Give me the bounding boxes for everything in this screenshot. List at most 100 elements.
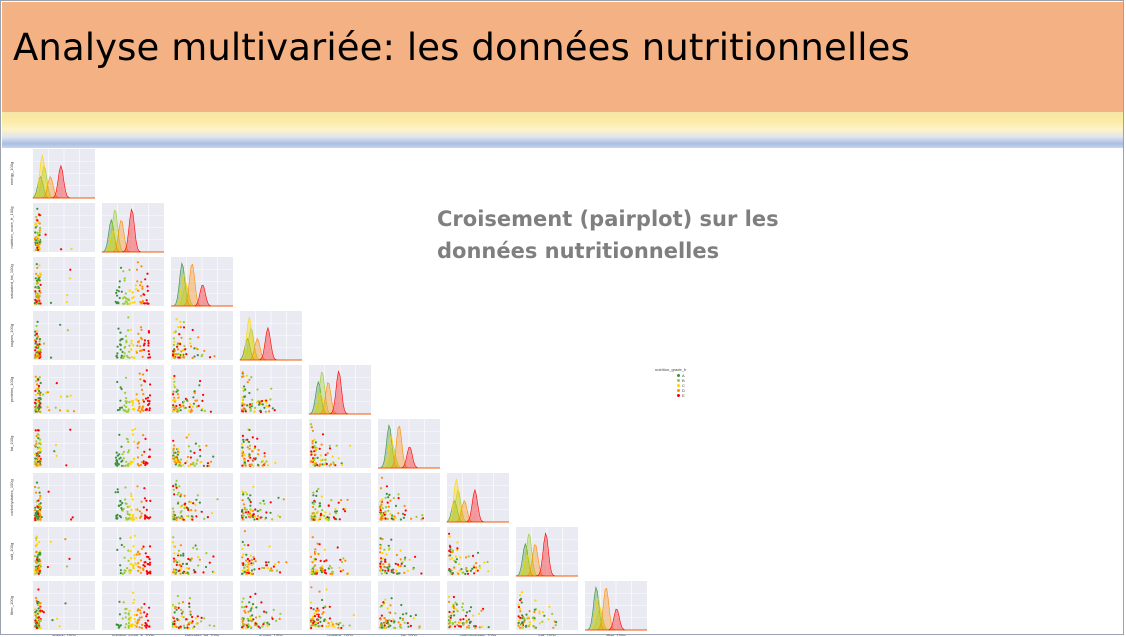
scatter-point: [379, 623, 382, 626]
scatter-point: [140, 281, 143, 284]
scatter-point: [181, 601, 185, 604]
scatter-point: [122, 457, 125, 460]
scatter-point: [387, 505, 390, 508]
scatter-point: [249, 407, 252, 410]
slide-subtitle[interactable]: Croisement (pairplot) sur les données nu…: [437, 207, 779, 263]
scatter-point: [176, 552, 179, 555]
scatter-point: [242, 553, 245, 556]
scatter-point: [397, 512, 400, 515]
scatter-point: [131, 301, 134, 304]
scatter-point: [34, 429, 37, 432]
kde-curve-e: [171, 284, 233, 307]
scatter-point: [243, 543, 246, 547]
scatter-point: [311, 442, 314, 445]
scatter-point: [187, 508, 190, 512]
scatter-point: [471, 567, 474, 570]
scatter-point: [397, 493, 400, 496]
panel-fat_100g-vs-energy_100g: [33, 419, 95, 468]
scatter-point: [250, 564, 253, 567]
scatter-point: [310, 518, 313, 521]
scatter-point: [394, 562, 397, 565]
scatter-point: [193, 391, 196, 395]
scatter-point: [404, 509, 407, 512]
scatter-point: [142, 506, 145, 509]
scatter-point: [383, 622, 386, 625]
scatter-point: [174, 451, 177, 454]
scatter-point: [310, 460, 313, 463]
scatter-point: [277, 496, 280, 499]
scatter-point: [325, 588, 328, 591]
scatter-point: [189, 337, 192, 340]
scatter-point: [133, 301, 136, 304]
scatter-point: [141, 398, 145, 402]
scatter-point: [209, 460, 213, 463]
scatter-point: [188, 602, 191, 605]
scatter-point: [256, 514, 260, 518]
scatter-point: [401, 618, 404, 622]
scatter-point: [137, 332, 140, 335]
scatter-point: [328, 444, 331, 447]
scatter-point: [141, 623, 144, 626]
scatter-point: [34, 555, 37, 558]
scatter-point: [36, 383, 39, 386]
scatter-point: [131, 498, 134, 501]
scatter-point: [387, 544, 390, 547]
scatter-point: [138, 407, 141, 410]
panel-saturated_fat_100g-vs-energy_100g: [33, 257, 95, 306]
scatter-point: [252, 464, 255, 467]
scatter-point: [459, 556, 462, 559]
scatter-point: [269, 501, 272, 504]
scatter-point: [383, 548, 386, 551]
scatter-point: [242, 493, 245, 496]
scatter-point: [149, 561, 152, 564]
scatter-point: [248, 447, 251, 450]
scatter-point: [137, 289, 140, 292]
scatter-point: [133, 557, 136, 560]
scatter-point: [181, 562, 184, 565]
scatter-point: [131, 513, 135, 516]
scatter-point: [335, 510, 338, 513]
scatter-point: [250, 569, 253, 572]
scatter-point: [314, 572, 317, 575]
scatter-point: [34, 463, 37, 466]
scatter-point: [208, 356, 212, 359]
slide-title[interactable]: Analyse multivariée: les données nutriti…: [13, 26, 910, 69]
scatter-point: [244, 410, 247, 413]
scatter-point: [122, 356, 125, 359]
scatter-point: [472, 564, 475, 567]
scatter-point: [123, 277, 126, 280]
scatter-point: [34, 349, 37, 352]
scatter-point: [266, 464, 269, 467]
scatter-point: [395, 570, 398, 573]
panel-energy_100g-vs-energy_100g: [32, 149, 95, 199]
scatter-point: [142, 545, 145, 548]
scatter-point: [173, 340, 176, 343]
scatter-point: [243, 453, 246, 456]
scatter-point: [179, 320, 182, 323]
scatter-point: [189, 463, 192, 466]
scatter-point: [119, 572, 122, 575]
scatter-point: [114, 456, 118, 459]
scatter-point: [401, 512, 405, 515]
scatter-point: [35, 626, 38, 629]
scatter-point: [118, 613, 121, 616]
scatter-point: [420, 518, 423, 521]
scatter-point: [117, 463, 120, 466]
scatter-point: [131, 518, 134, 521]
scatter-point: [171, 541, 175, 544]
scatter-point: [241, 434, 244, 437]
scatter-point: [477, 612, 481, 615]
scatter-point: [249, 617, 252, 621]
scatter-point: [342, 557, 345, 560]
scatter-point: [173, 620, 176, 623]
scatter-point: [196, 615, 199, 618]
scatter-point: [318, 502, 322, 505]
scatter-point: [245, 508, 248, 511]
scatter-point: [188, 405, 191, 409]
scatter-point: [38, 340, 41, 343]
scatter-point: [397, 621, 400, 624]
scatter-point: [179, 326, 182, 329]
scatter-point: [195, 405, 199, 408]
scatter-point: [130, 557, 133, 560]
scatter-point: [55, 382, 58, 385]
